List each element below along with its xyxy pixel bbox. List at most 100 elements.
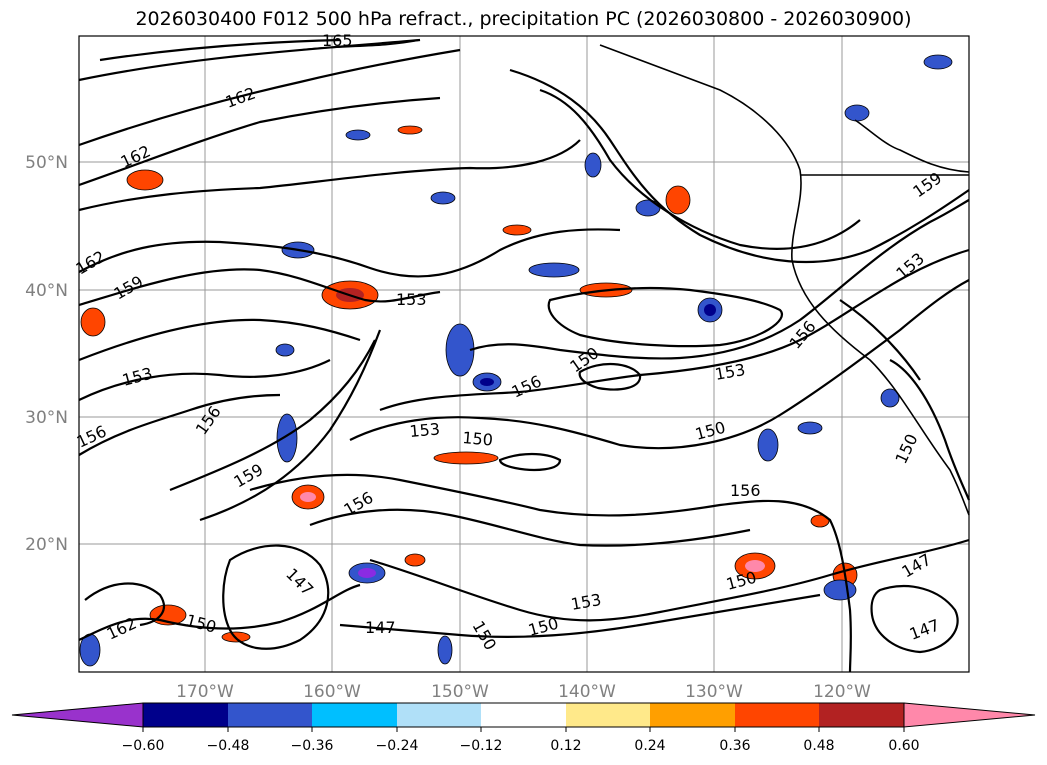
contour-label: 156	[730, 481, 761, 500]
colorbar-low-extend	[11, 702, 144, 728]
precip-positive-area	[433, 451, 499, 465]
contour-line	[78, 38, 421, 82]
contour-line	[78, 583, 361, 641]
colorbar-tick-label: 0.12	[550, 738, 581, 754]
contour-line	[578, 362, 642, 391]
precip-negative-area	[584, 152, 602, 178]
precip-negative-area	[528, 262, 580, 278]
colorbar-segment	[481, 703, 566, 727]
colorbar-segment	[566, 703, 650, 727]
precip-positive-area	[665, 185, 691, 215]
contour-label: 153	[396, 290, 427, 309]
coastline	[599, 44, 970, 516]
contour-line	[78, 48, 461, 147]
refractivity-contours	[78, 38, 971, 673]
contour-line	[249, 473, 852, 673]
contour-line	[379, 248, 970, 412]
colorbar: −0.60 −0.48 −0.36 −0.24 −0.12 0.12 0.24 …	[11, 702, 1036, 754]
contour-line	[84, 582, 165, 627]
lon-label-120w: 120°W	[813, 682, 871, 702]
precip-negative-area	[437, 635, 453, 665]
precip-negative-core	[480, 378, 494, 386]
contour-line	[78, 96, 441, 187]
contour-line	[469, 199, 970, 360]
colorbar-segment	[228, 703, 312, 727]
colorbar-segment	[650, 703, 735, 727]
coastlines	[299, 39, 970, 516]
contour-line	[498, 452, 562, 471]
contour-line	[78, 228, 621, 278]
lat-label-50n: 50°N	[25, 153, 68, 173]
precip-positive-area	[810, 514, 830, 528]
colorbar-tick-label: −0.60	[122, 738, 165, 754]
contour-line	[169, 339, 376, 492]
contour-label: 153	[409, 419, 441, 441]
contour-line	[547, 286, 783, 348]
contour-label: 147	[365, 618, 396, 637]
lat-label-30n: 30°N	[25, 408, 68, 428]
contour-line	[369, 538, 970, 622]
contour-line	[839, 299, 921, 381]
contour-line	[870, 585, 959, 654]
lat-label-20n: 20°N	[25, 535, 68, 555]
colorbar-segment	[397, 703, 481, 727]
coastline	[299, 39, 421, 51]
lon-label-150w: 150°W	[431, 682, 489, 702]
lon-label-170w: 170°W	[176, 682, 234, 702]
precip-positive-area	[126, 169, 164, 191]
precip-negative-core	[704, 304, 716, 316]
precip-negative-area	[880, 388, 900, 408]
colorbar-high-extend	[903, 702, 1036, 728]
precip-negative-area	[345, 129, 371, 141]
precip-positive-area	[397, 125, 423, 135]
contour-line	[339, 593, 821, 639]
precip-negative-area	[757, 428, 779, 462]
colorbar-segment	[143, 703, 228, 727]
contour-line	[309, 508, 751, 547]
coastline	[854, 119, 970, 173]
colorbar-segment	[819, 703, 904, 727]
contour-line	[78, 393, 281, 456]
contour-line	[509, 68, 970, 264]
lon-label-160w: 160°W	[303, 682, 361, 702]
contour-line	[78, 359, 331, 401]
precip-negative-area	[276, 413, 298, 463]
precip-negative-area	[275, 343, 295, 357]
colorbar-tick-label: 0.24	[634, 738, 665, 754]
contour-line	[349, 279, 970, 450]
colorbar-tick-label: −0.36	[291, 738, 334, 754]
colorbar-tick-label: 0.48	[803, 738, 834, 754]
precip-negative-area	[445, 323, 475, 377]
precip-positive-core	[300, 492, 316, 502]
lon-label-140w: 140°W	[558, 682, 616, 702]
contour-line	[222, 544, 330, 650]
precip-negative-area	[430, 191, 456, 205]
precip-positive-area	[404, 553, 426, 567]
colorbar-segment	[312, 703, 397, 727]
precip-negative-core	[358, 568, 376, 578]
colorbar-tick-label: −0.48	[207, 738, 250, 754]
contour-line	[539, 88, 861, 250]
map-frame	[78, 35, 970, 673]
precip-positive-core	[745, 560, 765, 572]
precip-negative-area	[797, 421, 823, 435]
colorbar-tick-label: 0.36	[719, 738, 750, 754]
contour-line	[199, 329, 382, 522]
colorbar-segment	[735, 703, 819, 727]
colorbar-outline	[142, 702, 905, 728]
contour-line	[78, 318, 361, 362]
precip-negative-area	[823, 579, 857, 601]
colorbar-tick-label: −0.24	[376, 738, 419, 754]
precip-negative-area	[844, 104, 870, 122]
colorbar-tick-label: −0.12	[460, 738, 503, 754]
contour-line	[889, 359, 971, 501]
contour-line	[78, 268, 441, 307]
lat-label-40n: 40°N	[25, 281, 68, 301]
contour-label: 165	[322, 31, 353, 50]
colorbar-tick-label: 0.60	[888, 738, 919, 754]
lon-label-130w: 130°W	[685, 682, 743, 702]
contour-line	[78, 139, 581, 212]
precip-negative-area	[923, 54, 953, 70]
precip-positive-area	[80, 307, 106, 337]
